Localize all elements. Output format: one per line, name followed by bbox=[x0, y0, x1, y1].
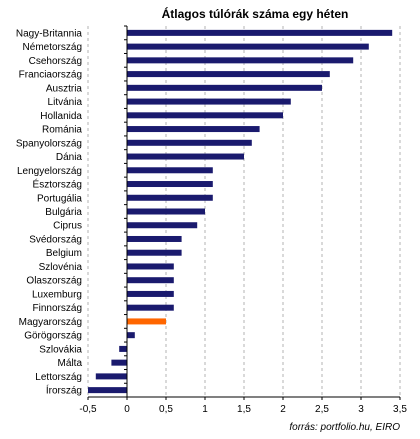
category-label-2: Csehország bbox=[29, 56, 82, 67]
bar-16 bbox=[127, 249, 182, 256]
category-label-14: Ciprus bbox=[53, 221, 82, 232]
x-tick-label-7: 3 bbox=[358, 404, 364, 415]
bar-21 bbox=[127, 318, 166, 325]
category-label-21: Magyarország bbox=[19, 317, 82, 328]
category-label-6: Hollanida bbox=[40, 111, 82, 122]
axes bbox=[87, 25, 401, 400]
category-label-16: Belgium bbox=[46, 248, 82, 259]
bar-24 bbox=[111, 359, 127, 366]
chart-title: Átlagos túlórák száma egy héten bbox=[162, 6, 349, 21]
x-tick-label-1: 0 bbox=[124, 404, 130, 415]
category-label-7: Románia bbox=[42, 125, 82, 136]
x-tick-label-0: -0,5 bbox=[79, 404, 97, 415]
category-label-3: Franciaország bbox=[19, 70, 82, 81]
x-tick-label-8: 3,5 bbox=[393, 404, 407, 415]
category-label-15: Svédország bbox=[29, 234, 82, 245]
category-label-24: Málta bbox=[58, 358, 83, 369]
bar-1 bbox=[127, 43, 369, 50]
bar-5 bbox=[127, 98, 291, 105]
bar-20 bbox=[127, 304, 174, 311]
category-label-5: Litvánia bbox=[48, 97, 83, 108]
category-label-19: Luxemburg bbox=[32, 289, 82, 300]
category-label-0: Nagy-Britannia bbox=[16, 28, 83, 39]
bar-3 bbox=[127, 71, 330, 78]
bar-13 bbox=[127, 208, 205, 215]
bar-18 bbox=[127, 277, 174, 284]
category-label-20: Finnország bbox=[33, 303, 82, 314]
category-label-13: Bulgária bbox=[45, 207, 82, 218]
category-label-12: Portugália bbox=[37, 193, 82, 204]
category-labels: Nagy-Britannia Németország Csehország Franc… bbox=[16, 28, 83, 396]
bar-26 bbox=[88, 387, 127, 394]
category-label-22: Görögország bbox=[24, 331, 82, 342]
bar-23 bbox=[119, 345, 127, 352]
x-tick-label-4: 1,5 bbox=[237, 404, 251, 415]
bar-2 bbox=[127, 57, 354, 64]
category-label-4: Ausztria bbox=[46, 83, 83, 94]
bar-8 bbox=[127, 139, 252, 146]
bar-14 bbox=[127, 222, 198, 229]
bar-17 bbox=[127, 263, 174, 270]
bars bbox=[88, 29, 393, 394]
x-tick-label-6: 2,5 bbox=[315, 404, 329, 415]
x-tick-label-3: 1 bbox=[202, 404, 208, 415]
bar-9 bbox=[127, 153, 244, 160]
category-label-11: Észtország bbox=[33, 178, 82, 191]
bar-6 bbox=[127, 112, 283, 119]
category-label-10: Lengyelország bbox=[17, 166, 82, 177]
bar-0 bbox=[127, 29, 393, 36]
category-label-1: Németország bbox=[23, 42, 82, 53]
bar-12 bbox=[127, 194, 213, 201]
bar-19 bbox=[127, 290, 174, 297]
category-label-18: Olaszország bbox=[26, 276, 82, 287]
bar-4 bbox=[127, 84, 322, 91]
category-label-9: Dánia bbox=[56, 152, 83, 163]
bar-7 bbox=[127, 126, 260, 133]
category-label-17: Szlovénia bbox=[39, 262, 83, 273]
category-label-23: Szlovákia bbox=[39, 344, 82, 355]
bar-15 bbox=[127, 235, 182, 242]
category-label-26: Írország bbox=[46, 384, 82, 397]
category-label-25: Lettország bbox=[35, 372, 82, 383]
x-tick-label-2: 0,5 bbox=[159, 404, 173, 415]
bar-25 bbox=[95, 373, 127, 380]
bar-10 bbox=[127, 167, 213, 174]
bar-11 bbox=[127, 181, 213, 188]
source-note: forrás: portfolio.hu, EIRO bbox=[289, 422, 400, 433]
x-tick-labels: -0,5 0 0,5 1 1,5 2 2,5 3 3,5 bbox=[79, 404, 407, 415]
category-label-8: Spanyolország bbox=[16, 138, 82, 149]
bar-22 bbox=[127, 332, 135, 339]
x-tick-label-5: 2 bbox=[280, 404, 286, 415]
